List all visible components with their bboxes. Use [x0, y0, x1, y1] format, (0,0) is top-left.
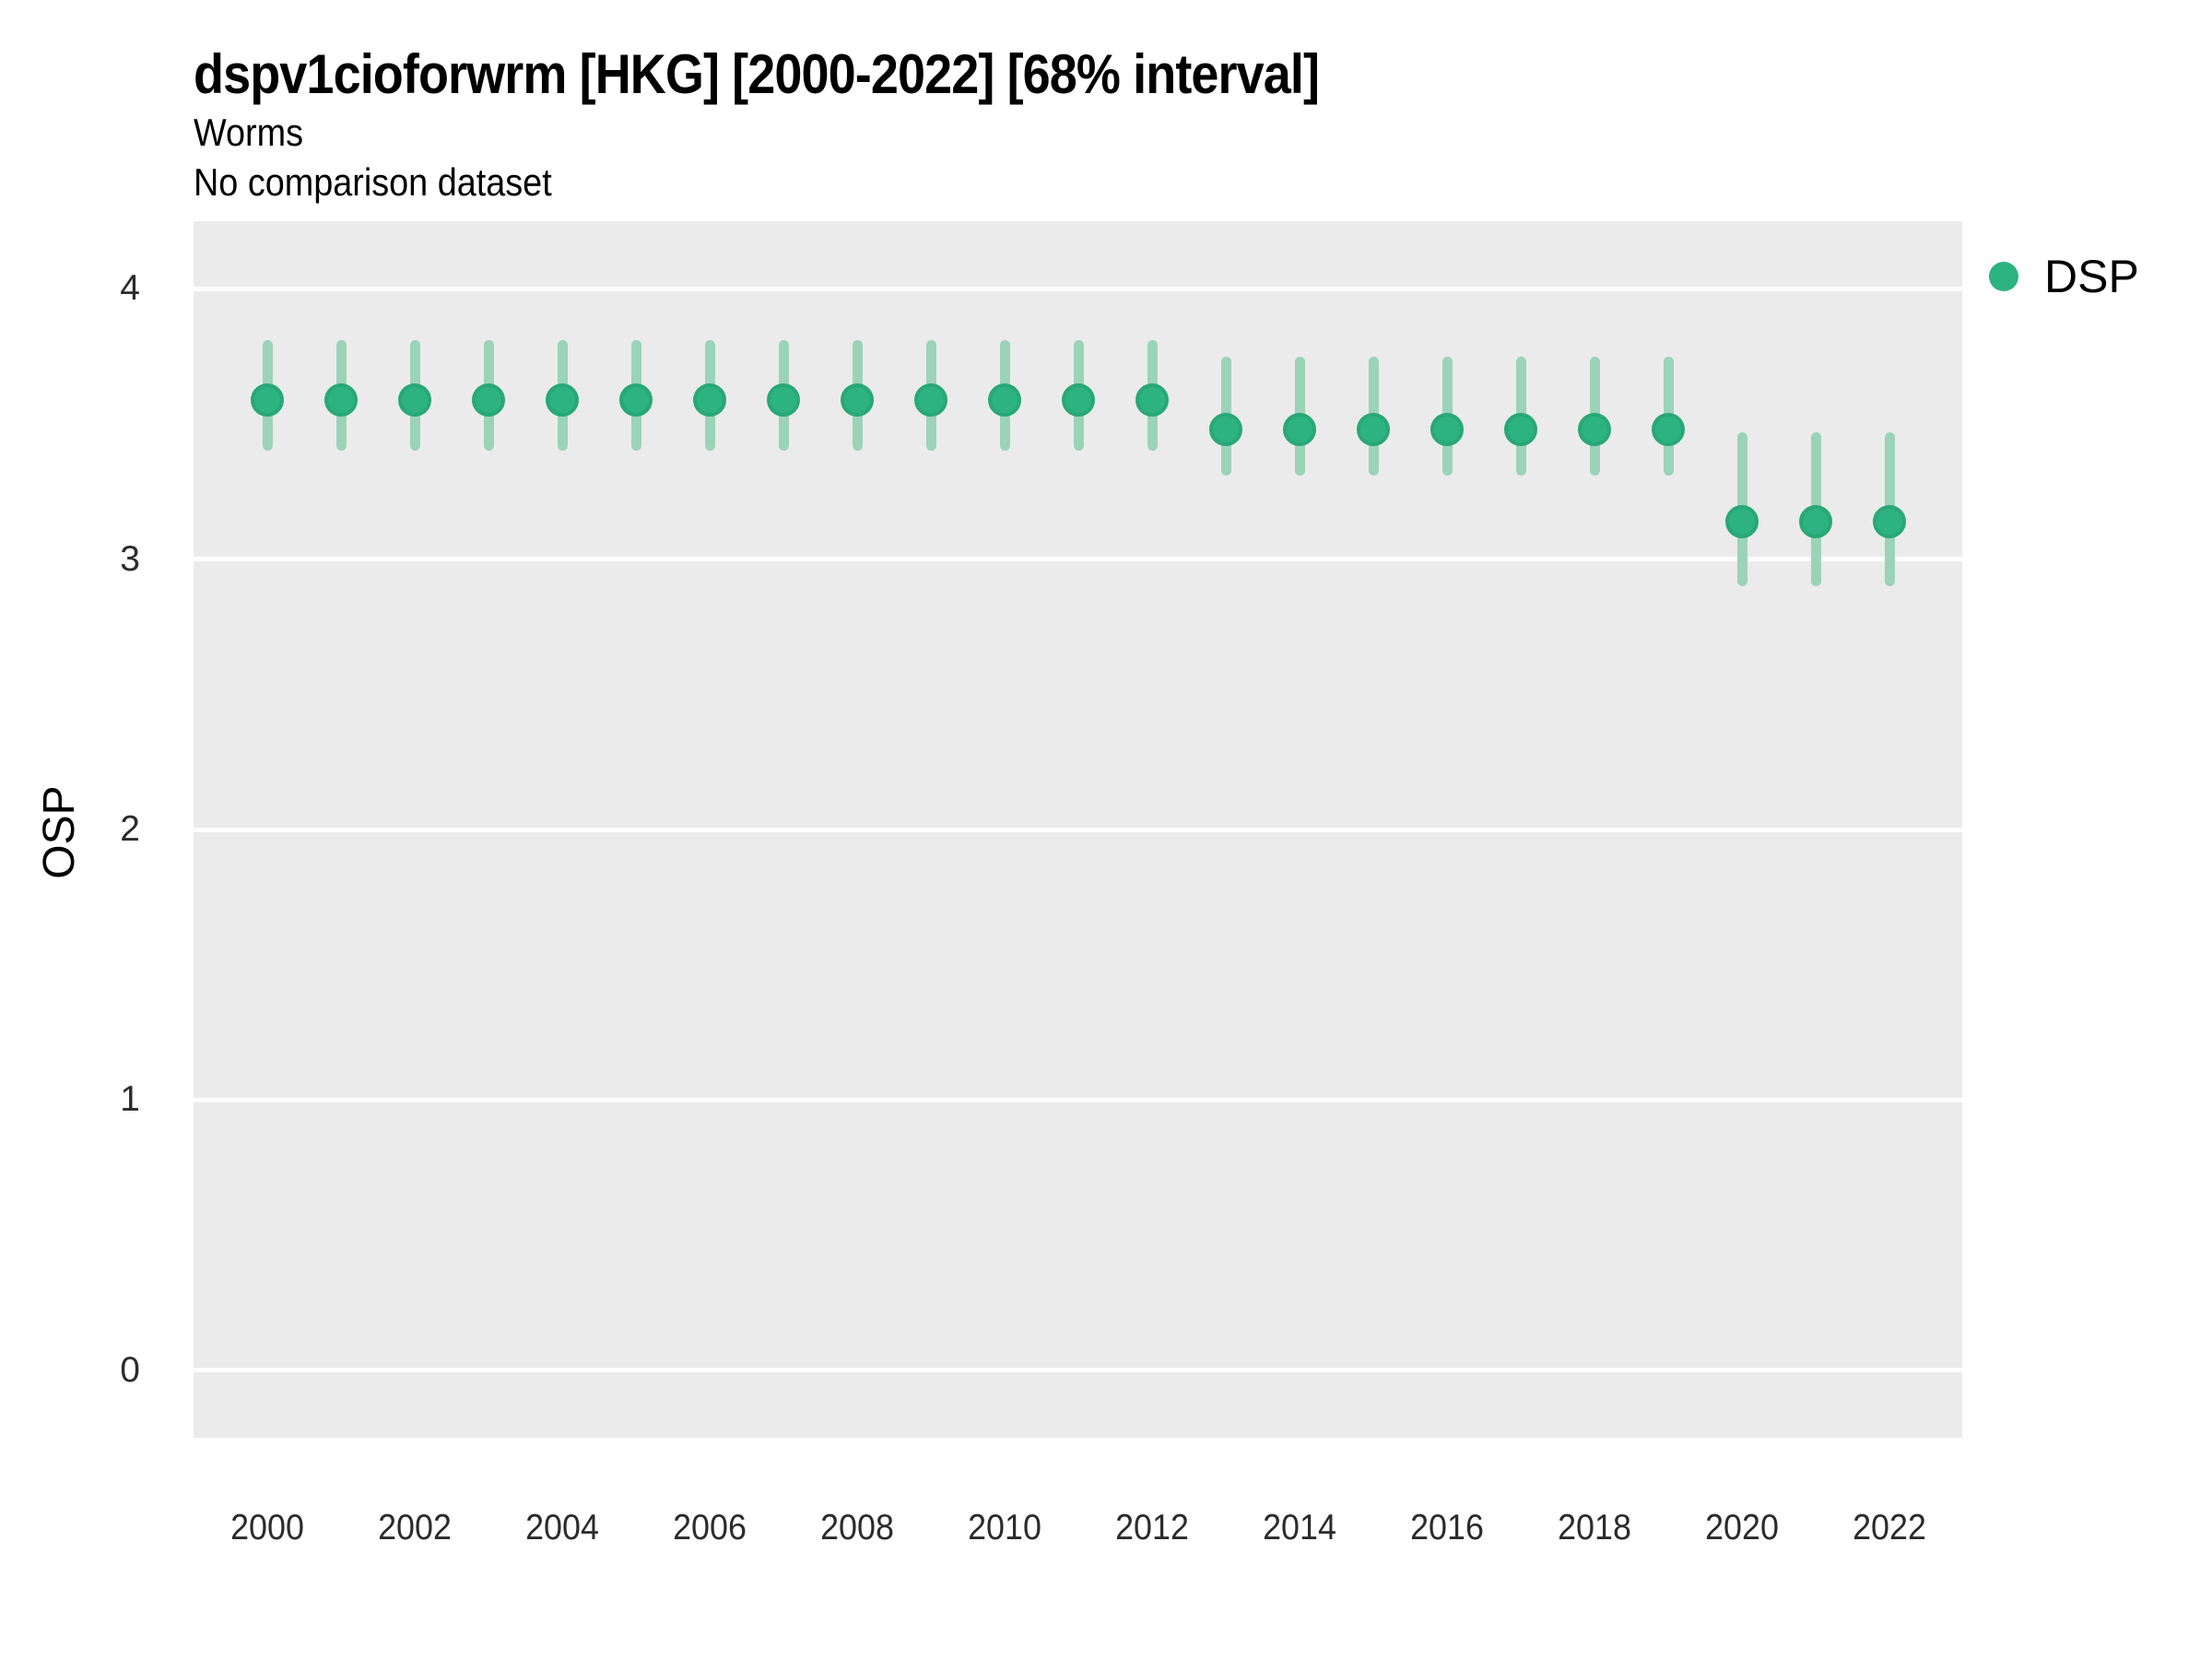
gridline-y-3	[194, 557, 1962, 562]
point-2011	[1062, 382, 1095, 417]
point-2002	[398, 382, 431, 417]
point-2006	[693, 382, 726, 417]
gridline-y-0	[194, 1368, 1962, 1373]
x-tick-2022: 2022	[1853, 1508, 1926, 1547]
x-tick-2006: 2006	[673, 1508, 747, 1547]
chart-subtitle: Worms	[194, 111, 303, 154]
x-tick-2002: 2002	[378, 1508, 452, 1547]
gridline-y-4	[194, 286, 1962, 291]
point-2022	[1873, 504, 1906, 538]
point-2018	[1578, 412, 1611, 446]
y-tick-4: 4	[120, 268, 140, 309]
point-2000	[251, 382, 284, 417]
x-tick-2004: 2004	[525, 1508, 599, 1547]
point-2009	[914, 382, 947, 417]
chart-title: dspv1cioforwrm [HKG] [2000-2022] [68% in…	[194, 43, 1320, 105]
legend-label-dsp: DSP	[2044, 251, 2139, 302]
x-tick-2000: 2000	[230, 1508, 304, 1547]
y-tick-3: 3	[120, 538, 140, 579]
point-2005	[619, 382, 653, 417]
x-tick-2018: 2018	[1558, 1508, 1631, 1547]
x-tick-2012: 2012	[1115, 1508, 1189, 1547]
legend: DSP	[1989, 249, 2139, 304]
y-tick-1: 1	[120, 1079, 140, 1120]
point-2004	[546, 382, 579, 417]
x-tick-2010: 2010	[968, 1508, 1041, 1547]
point-2021	[1799, 504, 1832, 538]
x-tick-2020: 2020	[1705, 1508, 1779, 1547]
point-2020	[1725, 504, 1759, 538]
point-2008	[841, 382, 874, 417]
y-tick-2: 2	[120, 809, 140, 849]
point-2019	[1652, 412, 1685, 446]
plot-panel	[194, 221, 1962, 1438]
gridline-y-2	[194, 827, 1962, 832]
y-tick-0: 0	[120, 1349, 140, 1390]
legend-marker-dsp	[1989, 262, 2018, 291]
point-2013	[1209, 412, 1242, 446]
point-2007	[767, 382, 800, 417]
point-2017	[1504, 412, 1537, 446]
gridline-y-1	[194, 1097, 1962, 1102]
point-2016	[1430, 412, 1464, 446]
point-2014	[1283, 412, 1316, 446]
x-tick-2016: 2016	[1410, 1508, 1484, 1547]
point-2012	[1135, 382, 1169, 417]
point-2001	[324, 382, 358, 417]
comparison-note: No comparison dataset	[194, 160, 552, 204]
point-2010	[988, 382, 1021, 417]
x-tick-2014: 2014	[1263, 1508, 1336, 1547]
x-tick-2008: 2008	[820, 1508, 894, 1547]
point-2003	[472, 382, 505, 417]
point-2015	[1357, 412, 1390, 446]
